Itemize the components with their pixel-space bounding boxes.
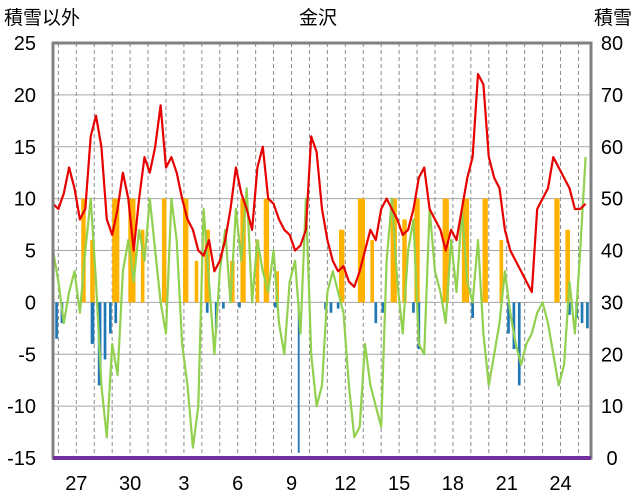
left-axis-title: 積雪以外: [4, 7, 80, 29]
y-right-tick-label: 20: [601, 344, 623, 366]
orange-bar: [402, 219, 407, 303]
x-tick-label: 9: [286, 473, 297, 495]
x-tick-label: 27: [65, 473, 87, 495]
blue-bar: [297, 302, 300, 453]
orange-bar: [565, 229, 570, 303]
blue-bar: [274, 302, 277, 308]
blue-bar: [517, 302, 521, 386]
y-right-tick-label: 60: [601, 137, 623, 159]
blue-bar: [90, 302, 95, 344]
y-right-tick-label: 50: [601, 189, 623, 211]
orange-bar: [339, 229, 345, 303]
orange-bar: [112, 198, 120, 303]
orange-bar: [183, 198, 189, 303]
orange-bar: [263, 198, 270, 303]
right-axis-title: 積雪: [594, 7, 632, 29]
y-right-tick-label: 0: [606, 448, 617, 470]
y-left-tick-label: -10: [7, 396, 36, 418]
blue-bar: [222, 302, 225, 309]
blue-bar: [381, 302, 385, 313]
blue-bar: [568, 302, 571, 315]
orange-bar: [499, 240, 504, 303]
blue-bar: [205, 302, 209, 313]
blue-bar: [109, 302, 112, 334]
blue-bar: [336, 302, 340, 309]
y-left-tick-label: 5: [25, 241, 36, 263]
y-left-tick-label: -5: [18, 344, 36, 366]
orange-bar: [90, 240, 95, 303]
blue-bar: [329, 302, 333, 313]
blue-bar: [580, 302, 584, 324]
blue-bar: [374, 302, 378, 324]
y-left-tick-label: -15: [7, 448, 36, 470]
x-tick-label: 6: [232, 473, 243, 495]
orange-bar: [390, 198, 397, 303]
x-tick-label: 21: [496, 473, 518, 495]
green-series-line: [51, 157, 587, 449]
chart-title: 金沢: [299, 7, 337, 29]
x-tick-label: 12: [334, 473, 356, 495]
y-left-tick-label: 0: [25, 292, 36, 314]
x-tick-label: 24: [549, 473, 571, 495]
orange-bar: [482, 198, 488, 303]
y-right-tick-label: 80: [601, 33, 623, 55]
orange-bar: [161, 198, 167, 303]
x-tick-label: 15: [388, 473, 410, 495]
blue-bar: [507, 302, 510, 334]
x-tick-label: 30: [119, 473, 141, 495]
y-right-tick-label: 70: [601, 85, 623, 107]
orange-bar: [414, 198, 420, 303]
orange-bar: [140, 229, 145, 303]
orange-bar: [357, 198, 366, 303]
x-tick-label: 18: [442, 473, 464, 495]
y-left-tick-label: 10: [14, 189, 36, 211]
orange-bar: [128, 198, 136, 303]
orange-bar: [81, 198, 86, 303]
y-left-tick-label: 15: [14, 137, 36, 159]
blue-bar: [55, 302, 58, 339]
orange-bar: [255, 240, 260, 303]
red-series-line: [52, 72, 587, 294]
y-right-tick-label: 40: [601, 241, 623, 263]
blue-bar: [412, 302, 415, 313]
orange-bar: [554, 198, 560, 303]
blue-bar: [238, 302, 241, 308]
y-left-tick-label: 20: [14, 85, 36, 107]
x-tick-label: 3: [178, 473, 189, 495]
orange-bar: [370, 240, 375, 303]
y-left-tick-label: 25: [14, 33, 36, 55]
y-right-tick-label: 30: [601, 292, 623, 314]
blue-bar: [103, 302, 107, 360]
blue-bar: [471, 302, 474, 318]
blue-bar: [114, 302, 118, 324]
y-right-tick-label: 10: [601, 396, 623, 418]
blue-bar: [512, 302, 516, 350]
blue-bar: [586, 302, 589, 329]
orange-bar: [194, 260, 199, 303]
